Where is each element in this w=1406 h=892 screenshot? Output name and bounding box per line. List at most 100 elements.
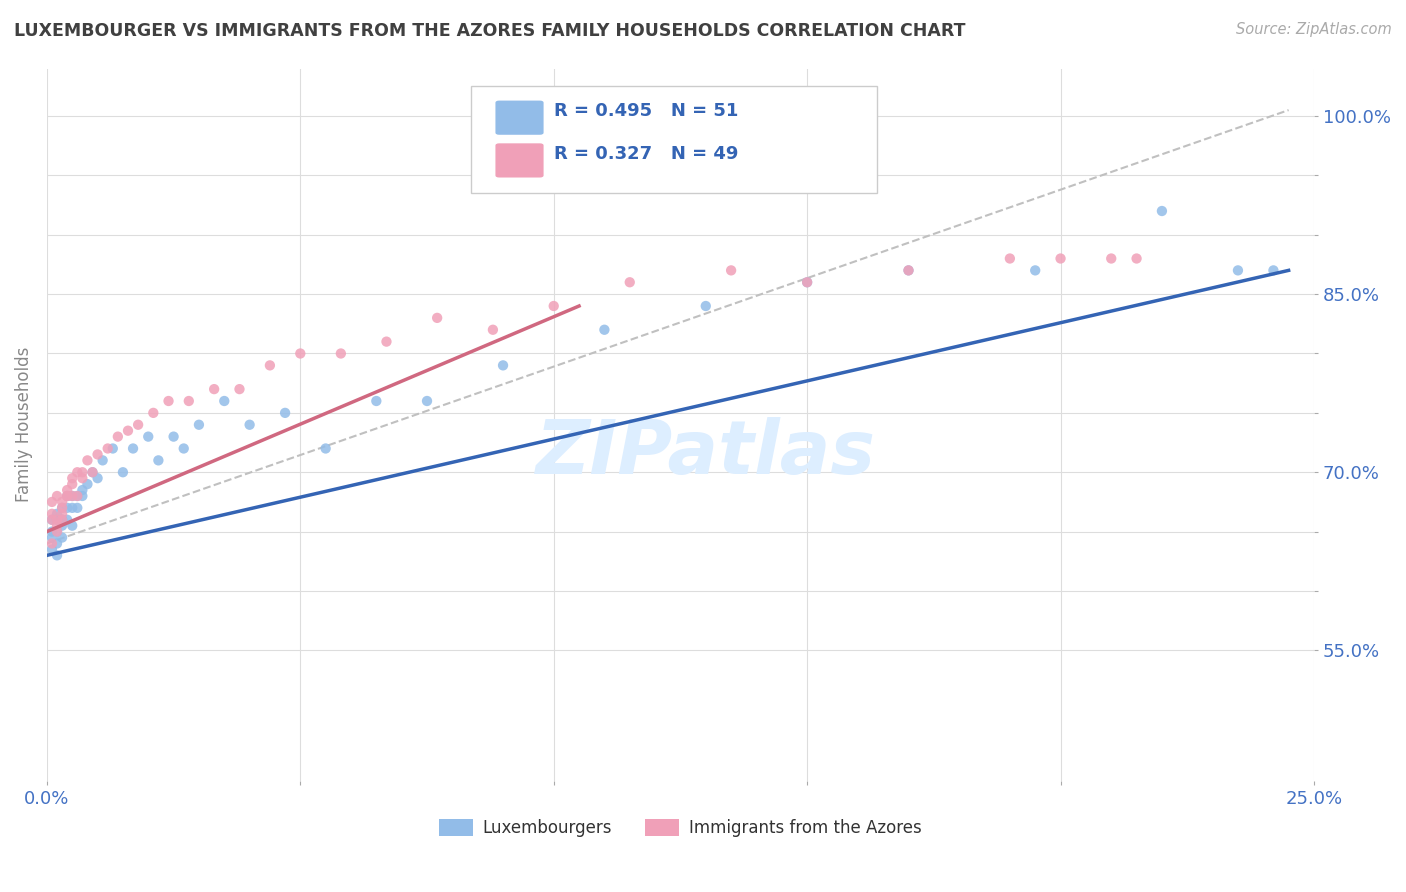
Point xyxy=(136,429,159,443)
Point xyxy=(60,489,83,503)
Point xyxy=(51,518,73,533)
Point xyxy=(46,524,69,539)
Point xyxy=(259,359,281,373)
Point xyxy=(329,346,352,360)
Point xyxy=(82,465,104,479)
Point xyxy=(998,252,1021,266)
Point xyxy=(97,442,120,456)
Point xyxy=(122,442,145,456)
Legend: Luxembourgers, Immigrants from the Azores: Luxembourgers, Immigrants from the Azore… xyxy=(433,813,928,844)
Point xyxy=(41,531,63,545)
Point xyxy=(41,495,63,509)
Point xyxy=(492,359,515,373)
Point xyxy=(66,500,89,515)
Point xyxy=(86,447,108,461)
Text: ZIPatlas: ZIPatlas xyxy=(536,417,876,490)
Point xyxy=(543,299,565,313)
Point xyxy=(111,465,134,479)
Point xyxy=(46,513,69,527)
FancyBboxPatch shape xyxy=(471,87,877,194)
Point xyxy=(1049,252,1071,266)
Point xyxy=(60,489,83,503)
Point xyxy=(51,513,73,527)
Point xyxy=(46,549,69,563)
Point xyxy=(593,323,616,337)
Point xyxy=(82,465,104,479)
Point xyxy=(66,465,89,479)
Point xyxy=(56,489,79,503)
Point xyxy=(796,275,818,289)
Point xyxy=(290,346,312,360)
Point xyxy=(72,465,94,479)
Point xyxy=(41,507,63,521)
Point xyxy=(1099,252,1122,266)
Point xyxy=(51,495,73,509)
Point xyxy=(619,275,641,289)
Point xyxy=(177,394,200,409)
FancyBboxPatch shape xyxy=(495,101,544,135)
Point xyxy=(66,489,89,503)
Point xyxy=(41,513,63,527)
Point xyxy=(173,442,195,456)
Point xyxy=(202,382,225,396)
Point xyxy=(46,513,69,527)
Point xyxy=(66,489,89,503)
Point xyxy=(416,394,439,409)
Point xyxy=(101,442,124,456)
Point xyxy=(46,507,69,521)
Text: R = 0.495   N = 51: R = 0.495 N = 51 xyxy=(554,102,738,120)
Point xyxy=(796,275,818,289)
Point xyxy=(107,429,129,443)
Point xyxy=(720,263,742,277)
Point xyxy=(897,263,920,277)
FancyBboxPatch shape xyxy=(495,144,544,178)
Point xyxy=(366,394,388,409)
Point xyxy=(41,513,63,527)
Point xyxy=(46,518,69,533)
Point xyxy=(1150,204,1173,219)
Point xyxy=(482,323,505,337)
Point xyxy=(51,500,73,515)
Point xyxy=(72,483,94,497)
Point xyxy=(41,542,63,557)
Point xyxy=(897,263,920,277)
Point xyxy=(162,429,184,443)
Point xyxy=(60,477,83,491)
Point xyxy=(56,489,79,503)
Point xyxy=(86,471,108,485)
Point xyxy=(72,489,94,503)
Point xyxy=(1226,263,1249,277)
Point xyxy=(51,531,73,545)
Point xyxy=(51,500,73,515)
Point xyxy=(117,424,139,438)
Point xyxy=(46,536,69,550)
Point xyxy=(60,500,83,515)
Point xyxy=(91,453,114,467)
Point xyxy=(41,536,63,550)
Point xyxy=(76,453,98,467)
Point xyxy=(157,394,180,409)
Point xyxy=(56,483,79,497)
Point xyxy=(228,382,250,396)
Point xyxy=(60,518,83,533)
Point xyxy=(1125,252,1147,266)
Point xyxy=(187,417,209,432)
Text: LUXEMBOURGER VS IMMIGRANTS FROM THE AZORES FAMILY HOUSEHOLDS CORRELATION CHART: LUXEMBOURGER VS IMMIGRANTS FROM THE AZOR… xyxy=(14,22,966,40)
Point xyxy=(142,406,165,420)
Point xyxy=(72,471,94,485)
Point xyxy=(426,310,449,325)
Point xyxy=(51,513,73,527)
Point xyxy=(148,453,170,467)
Point xyxy=(695,299,717,313)
Point xyxy=(214,394,236,409)
Point xyxy=(60,471,83,485)
Point xyxy=(76,477,98,491)
Point xyxy=(41,524,63,539)
Point xyxy=(51,507,73,521)
Point xyxy=(274,406,297,420)
Point xyxy=(1024,263,1046,277)
Text: Source: ZipAtlas.com: Source: ZipAtlas.com xyxy=(1236,22,1392,37)
Point xyxy=(56,500,79,515)
Point xyxy=(239,417,262,432)
Y-axis label: Family Households: Family Households xyxy=(15,347,32,502)
